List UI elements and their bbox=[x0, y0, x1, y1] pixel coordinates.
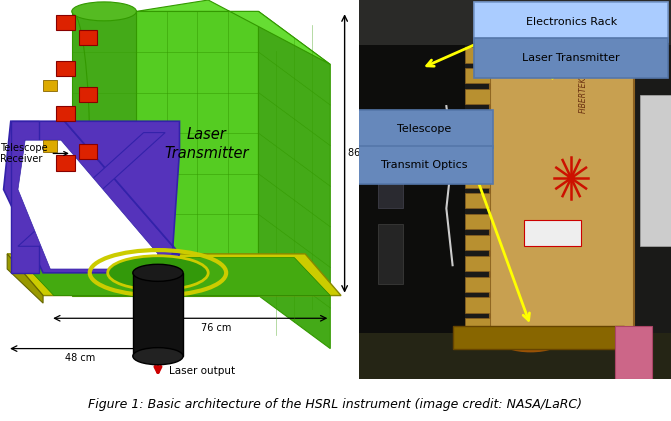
Bar bbox=[615, 326, 652, 379]
FancyBboxPatch shape bbox=[474, 2, 668, 42]
Bar bbox=[79, 144, 97, 159]
Polygon shape bbox=[136, 0, 330, 64]
Bar bbox=[465, 131, 490, 146]
Text: 76 cm: 76 cm bbox=[201, 323, 231, 333]
Bar bbox=[465, 277, 490, 292]
Bar bbox=[43, 80, 58, 91]
Text: Laser
Transmitter: Laser Transmitter bbox=[164, 127, 249, 161]
Polygon shape bbox=[7, 254, 43, 303]
Text: Electronics Rack: Electronics Rack bbox=[525, 17, 617, 27]
Polygon shape bbox=[258, 11, 330, 349]
Bar bbox=[524, 220, 580, 246]
Text: FIBERTEK: FIBERTEK bbox=[579, 77, 588, 113]
Bar bbox=[465, 318, 490, 333]
Bar bbox=[465, 297, 490, 312]
Ellipse shape bbox=[72, 2, 136, 21]
Bar bbox=[378, 140, 403, 208]
Bar bbox=[79, 30, 97, 45]
Text: Telescope: Telescope bbox=[397, 124, 452, 134]
Polygon shape bbox=[18, 140, 158, 269]
FancyBboxPatch shape bbox=[356, 110, 493, 148]
Bar bbox=[56, 15, 75, 30]
Text: Transmit Optics: Transmit Optics bbox=[381, 160, 468, 170]
Bar bbox=[640, 95, 671, 246]
Bar bbox=[378, 224, 403, 284]
Ellipse shape bbox=[499, 330, 562, 352]
Polygon shape bbox=[18, 258, 330, 296]
Bar bbox=[465, 110, 490, 125]
Text: Telescope
Receiver: Telescope Receiver bbox=[0, 143, 68, 164]
Polygon shape bbox=[64, 121, 180, 254]
Bar bbox=[465, 152, 490, 167]
Ellipse shape bbox=[133, 348, 183, 365]
Bar bbox=[56, 155, 75, 171]
Polygon shape bbox=[7, 254, 341, 296]
Bar bbox=[56, 106, 75, 121]
Bar bbox=[465, 89, 490, 104]
Bar bbox=[465, 256, 490, 271]
Bar bbox=[359, 333, 671, 379]
Polygon shape bbox=[72, 11, 136, 296]
Bar bbox=[465, 173, 490, 188]
Bar bbox=[133, 273, 183, 356]
Ellipse shape bbox=[133, 264, 183, 281]
Bar bbox=[465, 68, 490, 83]
Ellipse shape bbox=[107, 256, 208, 290]
Bar bbox=[359, 0, 671, 45]
Bar bbox=[359, 45, 465, 379]
Text: Laser output: Laser output bbox=[168, 366, 235, 376]
Text: Laser Transmitter: Laser Transmitter bbox=[522, 53, 620, 63]
Bar bbox=[43, 140, 58, 152]
Bar bbox=[79, 87, 97, 102]
Bar bbox=[56, 61, 75, 76]
Bar bbox=[465, 214, 490, 229]
Polygon shape bbox=[11, 121, 40, 273]
Bar bbox=[465, 193, 490, 208]
FancyBboxPatch shape bbox=[356, 146, 493, 184]
Bar bbox=[452, 326, 624, 349]
Bar bbox=[465, 235, 490, 250]
Polygon shape bbox=[18, 133, 165, 246]
Polygon shape bbox=[3, 121, 180, 273]
Polygon shape bbox=[136, 11, 258, 296]
Bar bbox=[490, 30, 633, 341]
Text: 86 cm: 86 cm bbox=[348, 149, 378, 158]
FancyBboxPatch shape bbox=[474, 38, 668, 77]
Bar bbox=[465, 47, 490, 62]
Text: Figure 1: Basic architecture of the HSRL instrument (image credit: NASA/LaRC): Figure 1: Basic architecture of the HSRL… bbox=[89, 398, 582, 410]
Text: 48 cm: 48 cm bbox=[64, 353, 95, 363]
Circle shape bbox=[568, 173, 575, 183]
